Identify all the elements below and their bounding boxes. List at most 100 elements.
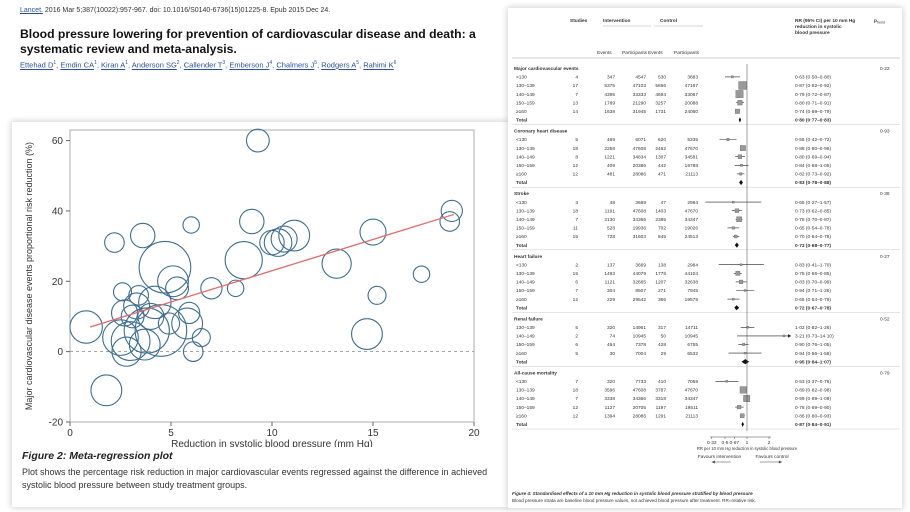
total-label: Total: [516, 243, 527, 249]
pooled-diamond: [739, 179, 743, 186]
favours-right-arrowhead: [778, 460, 782, 464]
x-tick-label: 20: [468, 428, 480, 439]
forest-plot: Studies Intervention Control RR (95% CI) pe…: [512, 18, 900, 503]
study-bubble: [239, 208, 265, 235]
total-label: Total: [516, 305, 527, 311]
paper-title: Blood pressure lowering for prevention o…: [20, 27, 476, 56]
studies-count: 5: [575, 137, 578, 143]
control-events: 1731: [655, 109, 666, 115]
intervention-events: 1127: [605, 405, 616, 411]
forest-x-tick-label: 2: [768, 440, 771, 446]
point-estimate: [740, 145, 746, 151]
control-participants: 7059: [687, 379, 698, 385]
author-link[interactable]: Anderson SG: [131, 60, 177, 70]
control-events: 1291: [655, 413, 666, 419]
header-rr-line3: blood pressure: [795, 30, 830, 36]
journal-link[interactable]: Lancet.: [20, 7, 43, 14]
rr-value: 0·75 (0·66–0·85): [795, 271, 831, 277]
rr-value: 0·94 (0·56–1·58): [795, 351, 831, 357]
author-link[interactable]: Emdin CA: [60, 60, 95, 70]
intervention-events: 528: [607, 226, 615, 232]
control-participants: 44104: [685, 271, 699, 277]
studies-count: 12: [573, 297, 579, 303]
control-participants: 34347: [685, 396, 699, 402]
author-affiliation: 5: [356, 60, 360, 66]
study-bubble: [123, 292, 151, 320]
control-participants: 24513: [685, 234, 699, 240]
group-title: Heart failure: [514, 254, 542, 260]
intervention-participants: 29542: [633, 297, 647, 303]
intervention-participants: 47608: [633, 146, 647, 152]
x-tick-label: 0: [67, 428, 73, 439]
control-participants: 21113: [685, 413, 698, 419]
x-tick-label: 5: [168, 428, 174, 439]
p-trend-value: 0·22: [880, 66, 890, 72]
y-tick-label: 40: [52, 206, 64, 217]
studies-count: 5: [575, 325, 578, 331]
studies-count: 4: [575, 75, 578, 81]
point-estimate: [734, 208, 740, 213]
studies-count: 18: [573, 146, 579, 152]
intervention-events: 229: [607, 297, 615, 303]
intervention-participants: 31603: [633, 234, 647, 240]
stratum-label: 140–149: [516, 92, 535, 98]
stratum-label: 150–159: [516, 342, 535, 348]
author-link[interactable]: Chalmers J: [276, 60, 315, 70]
intervention-events: 2258: [604, 146, 615, 152]
author-link[interactable]: Rodgers A: [321, 60, 357, 70]
studies-count: 7: [575, 396, 578, 402]
point-estimate: [739, 263, 743, 266]
control-participants: 7945: [687, 288, 698, 294]
author-link[interactable]: Ettehad D: [20, 60, 54, 70]
intervention-participants: 47608: [633, 388, 647, 394]
stratum-label: 130–139: [516, 388, 535, 394]
forest-x-tick-label: 0·67: [729, 440, 739, 446]
control-participants: 19511: [685, 405, 698, 411]
studies-count: 18: [573, 208, 579, 214]
point-estimate: [735, 108, 740, 114]
intervention-participants: 21290: [633, 100, 647, 106]
author-link[interactable]: Emberson J: [229, 60, 270, 70]
author-link[interactable]: Kiran A: [101, 60, 126, 70]
rr-value: 3·21 (0·73–14·10): [795, 334, 834, 340]
pooled-diamond: [741, 359, 750, 365]
control-events: 138: [658, 262, 666, 268]
figure4-caption-title: Figure 4: Standardised effects of a 10 m…: [512, 491, 753, 496]
regression-line: [90, 213, 454, 328]
control-participants: 47670: [685, 146, 699, 152]
author-link[interactable]: Rahimi K: [363, 60, 394, 70]
pooled-diamond: [734, 305, 740, 311]
study-bubble: [123, 307, 170, 354]
total-label: Total: [516, 118, 527, 124]
control-participants: 21113: [685, 172, 698, 178]
study-bubble: [104, 232, 125, 253]
intervention-events: 464: [607, 342, 615, 348]
figure2-caption-text: Plot shows the percentage risk reduction…: [22, 467, 488, 490]
rr-value: 0·80 (0·69–0·94): [795, 154, 831, 160]
intervention-participants: 47608: [633, 208, 647, 214]
p-trend-value: 0·79: [880, 370, 890, 376]
control-events: 1207: [655, 280, 666, 286]
group-title: Stroke: [514, 191, 529, 197]
intervention-participants: 28086: [633, 413, 647, 419]
intervention-events: 1394: [604, 413, 615, 419]
control-events: 47: [661, 200, 667, 206]
intervention-events: 1121: [605, 280, 616, 286]
studies-count: 12: [573, 172, 579, 178]
stratum-label: 140–149: [516, 396, 535, 402]
intervention-events: 48: [610, 200, 616, 206]
favours-intervention-label: Favours intervention: [698, 454, 742, 460]
intervention-events: 347: [607, 75, 615, 81]
control-events: 2385: [655, 217, 666, 223]
point-estimate: [732, 200, 735, 204]
study-bubble: [129, 222, 156, 249]
studies-count: 2: [575, 334, 578, 340]
author-link[interactable]: Callender T: [183, 60, 223, 70]
study-bubble: [226, 279, 245, 298]
rr-value: 0·53 (0·37–0·76): [795, 379, 831, 385]
study-bubble: [245, 128, 270, 153]
intervention-events: 3338: [604, 396, 615, 402]
intervention-participants: 28086: [633, 172, 647, 178]
stratum-label: <130: [516, 75, 527, 81]
stratum-label: <130: [516, 262, 527, 268]
